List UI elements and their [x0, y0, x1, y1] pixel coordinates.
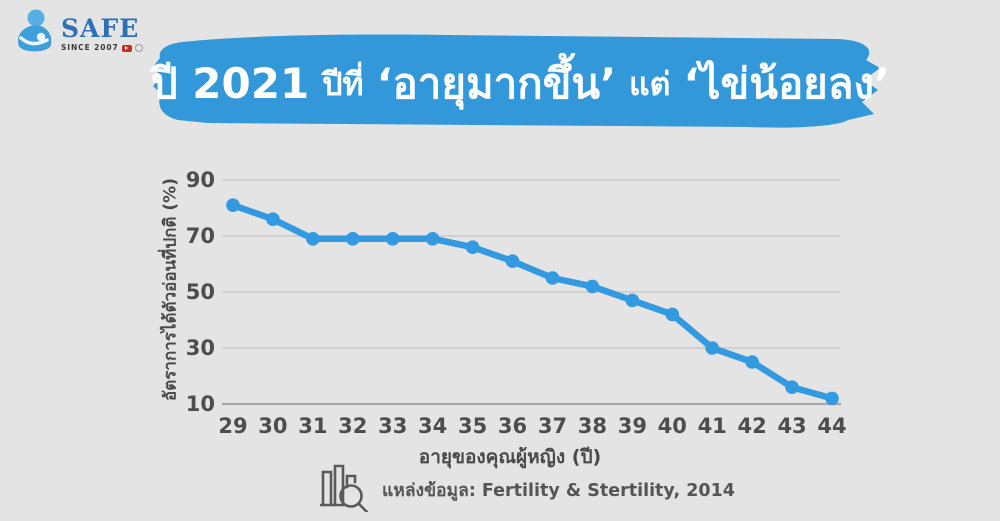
page-title: ปี 2021 ปีที่ ‘อายุมากขึ้น’ แต่ ‘ไข่น้อย…	[148, 30, 893, 132]
data-point-age-34	[425, 232, 440, 246]
data-point-age-41	[705, 341, 719, 355]
title-year: ปี 2021	[151, 59, 310, 108]
x-tick-label-34: 34	[418, 414, 448, 438]
x-tick-label-41: 41	[697, 414, 727, 438]
x-tick-label-36: 36	[497, 414, 528, 438]
data-point-age-40	[665, 307, 680, 322]
title-quote-older: ‘อายุมากขึ้น’	[376, 59, 617, 108]
y-tick-label-70: 70	[185, 224, 215, 248]
safe-clinic-logo: SAFE SINCE 2007	[12, 8, 143, 56]
title-label2: แต่	[629, 65, 671, 103]
x-tick-label-40: 40	[657, 414, 687, 438]
source-citation: แหล่งข้อมูล: Fertility & Stertility, 201…	[382, 481, 735, 501]
data-point-age-44	[825, 391, 839, 406]
data-point-age-36	[505, 254, 520, 268]
youtube-icon	[121, 44, 132, 52]
x-tick-label-43: 43	[777, 414, 807, 438]
x-tick-label-37: 37	[537, 414, 568, 438]
data-point-age-33	[385, 232, 400, 246]
x-tick-label-33: 33	[378, 414, 408, 438]
title-quote-fewer-eggs: ‘ไข่น้อยลง’	[683, 59, 890, 108]
data-point-age-31	[306, 232, 320, 246]
x-tick-label-31: 31	[298, 414, 328, 438]
x-tick-label-29: 29	[218, 414, 248, 438]
y-tick-label-50: 50	[185, 280, 215, 304]
x-tick-label-30: 30	[258, 414, 288, 438]
y-tick-label-10: 10	[185, 392, 215, 416]
logo-wordmark: SAFE	[61, 14, 140, 43]
x-tick-label-38: 38	[577, 414, 607, 438]
logo-tagline-text: SINCE 2007	[61, 43, 119, 53]
logo-tagline: SINCE 2007	[61, 44, 143, 52]
x-tick-label-32: 32	[338, 414, 368, 438]
x-tick-label-35: 35	[457, 414, 488, 438]
x-tick-label-42: 42	[737, 414, 767, 438]
data-point-age-30	[266, 212, 280, 226]
parent-baby-icon	[18, 9, 52, 52]
data-point-age-39	[625, 293, 640, 308]
brush-stroke-shape	[152, 34, 880, 128]
x-axis-title: อายุของคุณผู้หญิง (ปี)	[418, 446, 602, 468]
data-point-age-43	[785, 380, 799, 395]
title-banner: ปี 2021 ปีที่ ‘อายุมากขึ้น’ แต่ ‘ไข่น้อย…	[148, 30, 893, 132]
data-point-age-42	[745, 355, 759, 369]
normal-embryo-rate-line	[229, 201, 836, 402]
y-tick-label-90: 90	[185, 168, 215, 192]
data-point-age-29	[226, 198, 240, 212]
bar-chart-magnifier-icon	[320, 464, 368, 512]
data-point-age-38	[585, 279, 600, 294]
x-axis-ticks: 29 30 31 32 33 34 35 36 37 38 39 40 41 42 43 44	[0, 411, 1000, 441]
circle-badge-icon	[134, 44, 143, 52]
title-label1: ปีที่	[322, 65, 364, 103]
source-row: แหล่งข้อมูล: Fertility & Stertility, 201…	[320, 462, 735, 512]
data-point-age-35	[465, 240, 480, 254]
data-point-age-37	[545, 271, 560, 285]
data-point-age-32	[346, 232, 360, 246]
x-tick-label-39: 39	[617, 414, 647, 438]
x-tick-label-44: 44	[817, 414, 847, 438]
y-tick-label-30: 30	[185, 336, 215, 360]
